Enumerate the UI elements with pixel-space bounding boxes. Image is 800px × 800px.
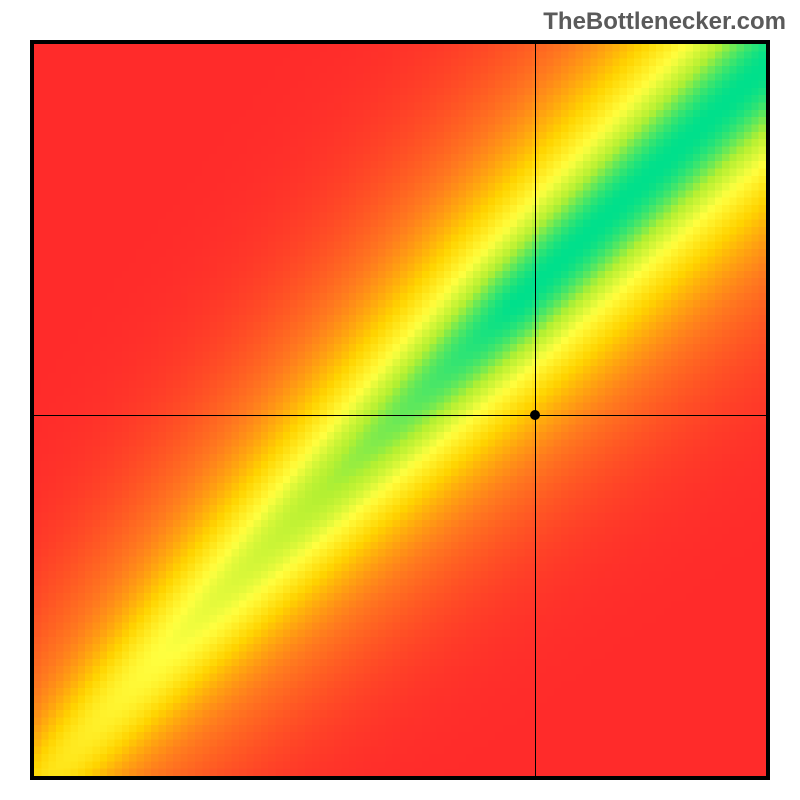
watermark-text: TheBottlenecker.com [543, 8, 786, 36]
crosshair-horizontal [34, 415, 766, 416]
crosshair-marker [530, 410, 540, 420]
heatmap-plot [30, 40, 770, 780]
heatmap-canvas [34, 44, 766, 776]
